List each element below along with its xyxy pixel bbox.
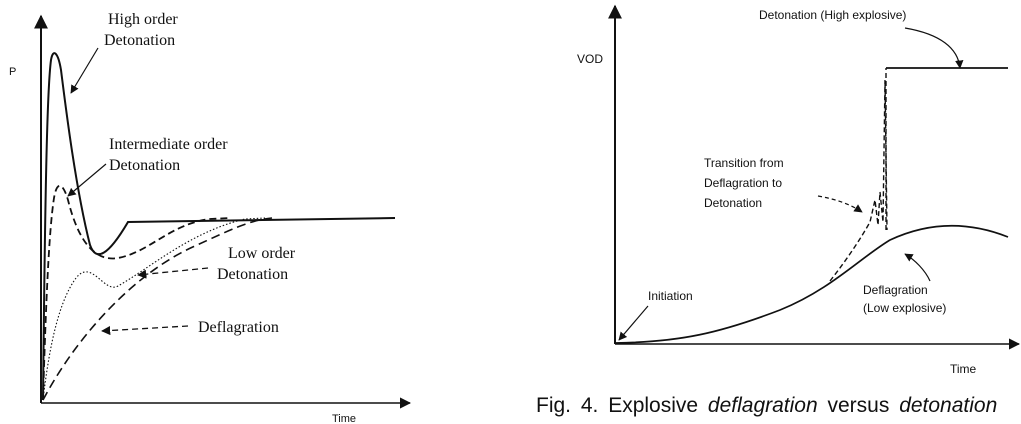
initiation-label-arrow — [618, 305, 649, 341]
transition-label-line3: Detonation — [704, 196, 762, 210]
high-order-label: High order Detonation — [104, 11, 182, 49]
deflagration-label-line1: Deflagration — [863, 283, 928, 297]
right-y-axis-label: VOD — [577, 52, 603, 66]
caption-term-detonation: detonation — [899, 394, 998, 417]
transition-label-line1: Transition from — [704, 156, 784, 170]
caption-middle: versus — [817, 394, 900, 417]
intermediate-order-detonation-curve — [42, 184, 231, 401]
left-x-axis-label: Time — [332, 413, 356, 424]
high-order-label-line2: Detonation — [104, 32, 175, 49]
transition-label: Transition from Deflagration to Detonati… — [704, 156, 787, 210]
caption-term-deflagration: deflagration — [707, 394, 818, 417]
deflagration-vod-curve — [615, 224, 1009, 344]
high-order-label-line1: High order — [108, 11, 178, 28]
low-order-label-line2: Detonation — [217, 266, 288, 283]
left-pressure-diagram: P Time High order Detonation Intermediat… — [9, 11, 412, 424]
low-order-label-arrow — [137, 267, 209, 279]
left-y-axis-label: P — [9, 66, 16, 78]
deflagration-curve — [42, 217, 273, 401]
intermediate-order-label-line2: Detonation — [109, 157, 180, 174]
low-order-detonation-curve — [42, 217, 266, 401]
intermediate-order-label-line1: Intermediate order — [109, 136, 228, 153]
intermediate-order-label: Intermediate order Detonation — [109, 136, 232, 174]
low-order-label-line1: Low order — [228, 245, 296, 262]
initiation-label: Initiation — [648, 289, 693, 303]
high-order-label-arrow — [70, 47, 99, 94]
detonation-label-arrow — [904, 27, 964, 69]
high-order-detonation-curve — [42, 52, 396, 401]
right-vod-diagram: VOD Time Detonation (High explosive) Tra… — [577, 4, 1021, 376]
deflagration-low-explosive-label: Deflagration (Low explosive) — [863, 283, 946, 315]
transition-vod-curve — [829, 79, 888, 282]
caption-prefix: Fig. 4. Explosive — [536, 394, 708, 417]
deflagration-right-label-arrow — [904, 253, 931, 282]
intermediate-order-label-arrow — [67, 163, 107, 197]
deflagration-label: Deflagration — [198, 319, 279, 336]
deflagration-label-line2: (Low explosive) — [863, 301, 946, 315]
detonation-high-explosive-label: Detonation (High explosive) — [759, 8, 906, 22]
right-x-axis-label: Time — [950, 362, 977, 376]
low-order-label: Low order Detonation — [217, 245, 299, 283]
transition-label-arrow — [817, 195, 863, 213]
deflagration-label-arrow — [101, 325, 189, 336]
transition-label-line2: Deflagration to — [704, 176, 782, 190]
figure-caption: Fig. 4. Explosive deflagration versus de… — [536, 394, 997, 418]
